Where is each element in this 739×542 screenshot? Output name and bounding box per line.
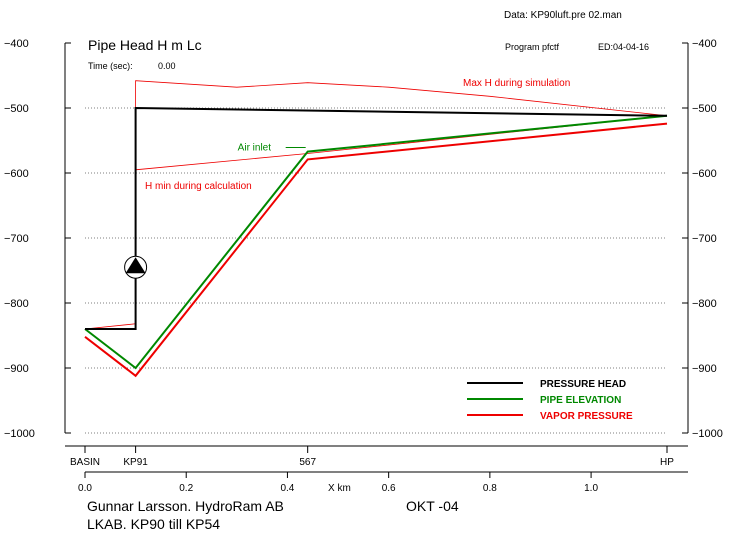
pressure-head-line [85,106,668,330]
station-label: BASIN [70,457,100,468]
legend-label: PRESSURE HEAD [540,379,626,390]
y-tick-label-right: −600 [692,168,717,180]
footer-date: OKT -04 [406,498,459,514]
y-tick-label-right: −1000 [692,428,723,440]
min-h-envelope-line [84,115,668,330]
edition-label: ED:04-04-16 [598,42,649,52]
air-inlet-label: Air inlet [238,143,272,154]
x-tick-label: 0.2 [179,483,193,494]
station-label: HP [660,457,674,468]
legend-label: PIPE ELEVATION [540,395,621,406]
station-label: 567 [299,457,316,468]
y-tick-label-right: −800 [692,298,717,310]
y-tick-label-right: −500 [692,103,717,115]
program-label: Program pfctf [505,42,560,52]
y-tick-label-left: −400 [4,38,29,50]
y-tick-label-left: −800 [4,298,29,310]
footer-project: LKAB. KP90 till KP54 [87,516,220,532]
y-tick-label-left: −700 [4,233,29,245]
y-tick-label-left: −500 [4,103,29,115]
y-tick-label-right: −900 [692,363,717,375]
x-tick-label: 0.6 [382,483,396,494]
time-label: Time (sec): [88,61,133,71]
footer-author: Gunnar Larsson. HydroRam AB [87,498,284,514]
y-tick-label-right: −400 [692,38,717,50]
chart-title: Pipe Head H m Lc [88,37,202,53]
legend-label: VAPOR PRESSURE [540,411,633,422]
x-tick-label: 0.4 [280,483,294,494]
min-h-label: H min during calculation [145,181,252,192]
pump-triangle [125,257,146,274]
max-h-envelope-line [135,80,668,323]
max-h-label: Max H during simulation [463,78,570,89]
station-label: KP91 [123,457,148,468]
y-tick-label-left: −900 [4,363,29,375]
vapor-pressure-line [84,122,668,378]
data-file-label: Data: KP90luft.pre 02.man [504,10,622,21]
pipe-elevation-line [84,114,668,370]
y-tick-label-right: −700 [692,233,717,245]
x-tick-label: 0.0 [78,483,92,494]
y-tick-label-left: −600 [4,168,29,180]
x-axis-label: X km [328,483,351,494]
time-value: 0.00 [158,61,176,71]
x-tick-label: 0.8 [483,483,497,494]
y-tick-label-left: −1000 [4,428,35,440]
x-tick-label: 1.0 [584,483,598,494]
